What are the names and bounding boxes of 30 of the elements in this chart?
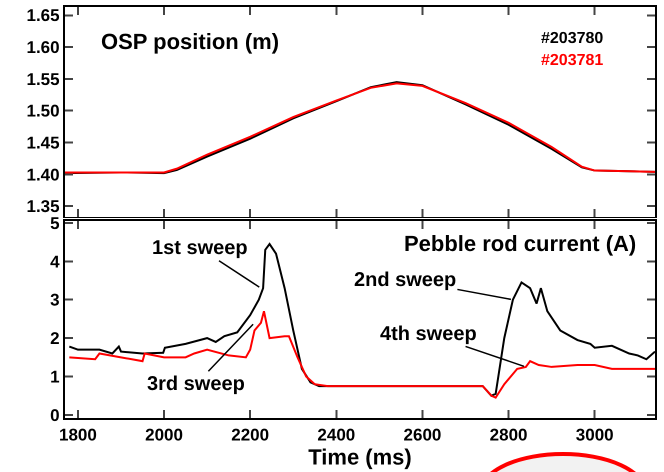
y-tick-label: 1.65 xyxy=(26,6,60,26)
x-tick-label: 2400 xyxy=(317,425,356,444)
text: #203780 xyxy=(541,30,604,47)
line-series xyxy=(68,310,655,399)
x-tick-label: 1800 xyxy=(59,425,97,444)
annotation: 1st sweep xyxy=(152,237,248,259)
y-tick-label: 4 xyxy=(50,252,60,272)
y-tick-label: 1.40 xyxy=(26,165,60,184)
y-tick-label: 5 xyxy=(50,214,60,233)
y-tick-label: 1.45 xyxy=(26,134,60,152)
text: OSP position (m) xyxy=(101,29,280,54)
y-tick-label: 0 xyxy=(50,406,60,425)
y-tick-label: 2 xyxy=(50,329,60,348)
x-tick-label: 2800 xyxy=(490,425,528,444)
x-tick-label: 2200 xyxy=(231,425,270,444)
y-tick-label: 1.50 xyxy=(26,102,60,121)
x-tick-label: 3000 xyxy=(576,425,614,444)
y-tick-label: 1.35 xyxy=(26,197,60,216)
y-tick-label: 1 xyxy=(50,367,60,386)
annotation: 3rd sweep xyxy=(147,373,245,395)
y-tick-label: 1.60 xyxy=(26,38,60,58)
annotation: 4th sweep xyxy=(380,323,477,345)
text: Pebble rod current (A) xyxy=(404,231,636,256)
x-tick-label: 2600 xyxy=(404,425,442,444)
y-tick-label: 3 xyxy=(50,290,60,310)
text: #203781 xyxy=(541,52,604,69)
annotation: 2nd sweep xyxy=(354,269,456,291)
x-axis-title: Time (ms) xyxy=(308,444,412,470)
y-tick-label: 1.55 xyxy=(26,70,60,89)
x-tick-label: 2000 xyxy=(145,425,183,444)
